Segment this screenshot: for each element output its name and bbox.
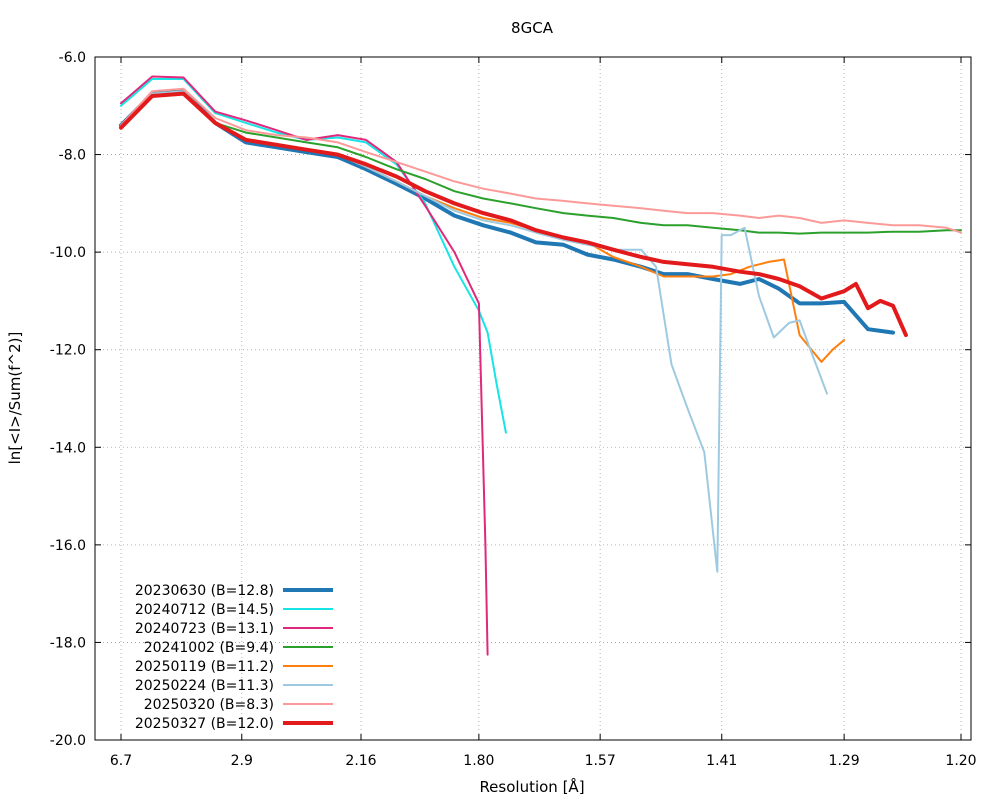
series-layer	[119, 75, 962, 656]
tick-layer: 6.7 2.9 2.16 1.80 1.57 1.41 1.29 1.20 -6.0 -8.0 -1…	[50, 50, 977, 769]
x-axis-title: Resolution [Å]	[479, 777, 584, 796]
y-tick-label: -14.0	[50, 440, 86, 456]
y-tick-label: -6.0	[59, 50, 86, 66]
legend-label: 20230630 (B=12.8)	[135, 583, 274, 599]
legend-label: 20250327 (B=12.0)	[135, 716, 274, 732]
series-line	[120, 78, 507, 434]
x-tick-label: 2.9	[231, 753, 253, 769]
plot-frame	[94, 56, 972, 741]
x-tick-label: 1.29	[829, 753, 860, 769]
legend-label: 20241002 (B=9.4)	[144, 640, 274, 656]
y-tick-label: -18.0	[50, 635, 86, 651]
series-line	[120, 90, 962, 235]
y-tick-label: -20.0	[50, 733, 86, 749]
legend-label: 20250119 (B=11.2)	[135, 659, 274, 675]
series-line	[120, 75, 489, 656]
x-tick-label: 1.57	[585, 753, 616, 769]
chart-title: 8GCA	[511, 19, 554, 37]
y-tick-label: -8.0	[59, 148, 86, 164]
x-tick-label: 1.80	[463, 753, 494, 769]
y-tick-label: -12.0	[50, 343, 86, 359]
series-line	[119, 91, 908, 338]
x-tick-label: 1.41	[706, 753, 737, 769]
legend-label: 20240712 (B=14.5)	[135, 602, 274, 618]
legend-label: 20250224 (B=11.3)	[135, 678, 274, 694]
x-tick-label: 6.7	[110, 753, 132, 769]
legend-label: 20250320 (B=8.3)	[144, 697, 274, 713]
y-axis-title: ln[<I>/Sum(f^2)]	[6, 332, 24, 465]
series-line	[119, 89, 895, 335]
legend-label: 20240723 (B=13.1)	[135, 621, 274, 637]
x-tick-label: 1.20	[945, 753, 976, 769]
x-tick-label: 2.16	[345, 753, 376, 769]
legend: 20230630 (B=12.8) 20240712 (B=14.5) 202407…	[135, 583, 333, 732]
y-tick-label: -16.0	[50, 538, 86, 554]
series-line	[120, 87, 962, 234]
y-tick-label: -10.0	[50, 245, 86, 261]
